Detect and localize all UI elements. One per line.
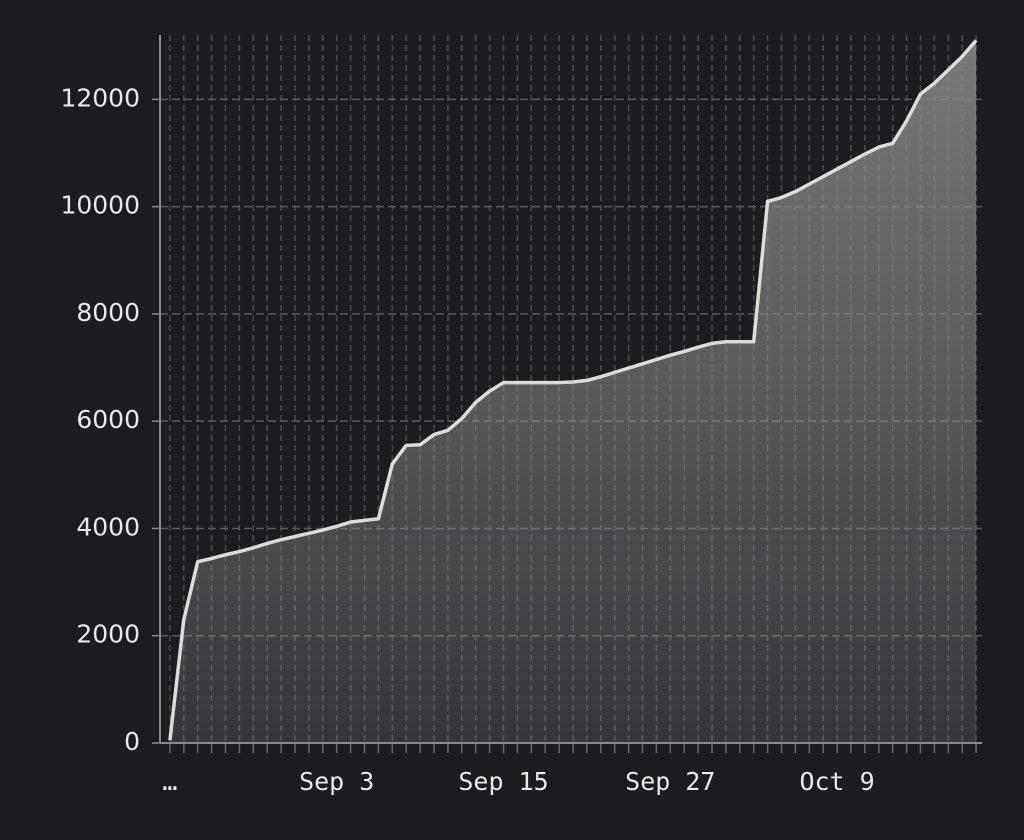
- y-tick-label: 12000: [60, 83, 140, 112]
- area: [169, 40, 977, 743]
- y-tick-label: 10000: [60, 191, 140, 220]
- x-tick-label: Sep 3: [299, 767, 374, 796]
- y-tick-label: 8000: [76, 298, 140, 327]
- y-tick-label: 2000: [76, 620, 140, 649]
- x-tick-label: Sep 15: [458, 767, 548, 796]
- y-tick-label: 4000: [76, 512, 140, 541]
- y-tick-label: 6000: [76, 405, 140, 434]
- line: [168, 39, 978, 741]
- x-tick-label: …: [162, 767, 177, 796]
- x-tick-label: Sep 27: [625, 767, 715, 796]
- x-tick-label: Oct 9: [799, 767, 874, 796]
- y-tick-label: 0: [124, 727, 140, 756]
